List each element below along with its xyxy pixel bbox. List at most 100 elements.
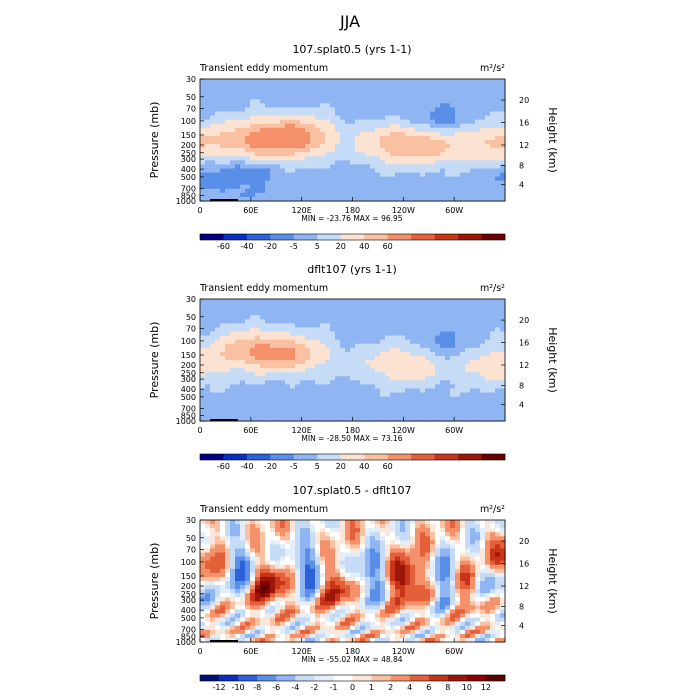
heatmap-cell: [310, 392, 316, 398]
heatmap-cell: [460, 572, 466, 578]
heatmap-cell: [250, 347, 256, 353]
heatmap-cell: [430, 400, 436, 406]
heatmap-cell: [270, 335, 276, 341]
heatmap-cell: [275, 343, 281, 349]
heatmap-cell: [500, 593, 506, 598]
heatmap-cell: [380, 188, 386, 194]
heatmap-cell: [465, 372, 471, 377]
heatmap-cell: [245, 127, 251, 133]
heatmap-cell: [400, 528, 406, 533]
heatmap-cell: [285, 172, 291, 178]
heatmap-cell: [310, 176, 316, 182]
heatmap-cell: [230, 408, 236, 414]
heatmap-cell: [400, 572, 406, 578]
heatmap-cell: [315, 540, 321, 545]
heatmap-cell: [335, 103, 341, 109]
heatmap-cell: [205, 560, 211, 566]
colorbar-swatch: [340, 454, 365, 460]
heatmap-cell: [440, 412, 446, 418]
heatmap-cell: [405, 184, 411, 190]
heatmap-cell: [375, 347, 381, 353]
heatmap-cell: [290, 127, 296, 133]
heatmap-cell: [255, 79, 261, 84]
heatmap-cell: [495, 327, 501, 333]
heatmap-cell: [285, 148, 291, 153]
heatmap-cell: [455, 376, 461, 381]
heatmap-cell: [260, 520, 266, 525]
heatmap-cell: [225, 91, 231, 96]
heatmap-cell: [265, 140, 271, 145]
heatmap-cell: [480, 87, 486, 92]
heatmap-cell: [295, 95, 301, 100]
heatmap-cell: [240, 412, 246, 418]
heatmap-cell: [240, 148, 246, 153]
heatmap-cell: [220, 184, 226, 190]
heatmap-cell: [285, 307, 291, 312]
heatmap-cell: [355, 524, 361, 529]
heatmap-cell: [275, 103, 281, 109]
heatmap-cell: [445, 560, 451, 566]
heatmap-cell: [285, 315, 291, 320]
heatmap-cell: [370, 180, 376, 186]
heatmap-cell: [500, 152, 506, 157]
heatmap-cell: [480, 589, 486, 594]
heatmap-cell: [315, 392, 321, 398]
heatmap-cell: [425, 152, 431, 157]
heatmap-cell: [365, 372, 371, 377]
heatmap-cell: [400, 103, 406, 109]
heatmap-cell: [225, 83, 231, 88]
heatmap-cell: [495, 360, 501, 365]
heatmap-cell: [305, 540, 311, 545]
heatmap-cell: [295, 156, 301, 161]
heatmap-cell: [480, 416, 486, 422]
heatmap-cell: [400, 368, 406, 373]
heatmap-cell: [475, 536, 481, 541]
heatmap-cell: [455, 408, 461, 414]
heatmap-cell: [345, 144, 351, 149]
heatmap-cell: [410, 552, 416, 558]
heatmap-cell: [290, 131, 296, 137]
colorbar-swatch: [293, 454, 318, 460]
heatmap-cell: [285, 416, 291, 422]
heatmap-cell: [410, 307, 416, 312]
heatmap-cell: [380, 83, 386, 88]
heatmap-cell: [230, 564, 236, 570]
heatmap-cell: [270, 315, 276, 320]
heatmap-cell: [230, 319, 236, 324]
heatmap-cell: [445, 144, 451, 149]
heatmap-cell: [330, 327, 336, 333]
heatmap-cell: [425, 156, 431, 161]
heatmap-cell: [425, 299, 431, 304]
heatmap-cell: [435, 188, 441, 194]
heatmap-cell: [275, 95, 281, 100]
heatmap-cell: [460, 388, 466, 394]
heatmap-cell: [480, 568, 486, 574]
heatmap-cell: [365, 524, 371, 529]
heatmap-cell: [500, 408, 506, 414]
heatmap-cell: [300, 91, 306, 96]
heatmap-cell: [320, 99, 326, 104]
heatmap-cell: [200, 148, 206, 153]
heatmap-cell: [435, 103, 441, 109]
heatmap-cell: [315, 184, 321, 190]
heatmap-cell: [450, 364, 456, 369]
heatmap-cell: [280, 556, 286, 562]
heatmap-cell: [350, 83, 356, 88]
heatmap-cell: [205, 79, 211, 84]
heatmap-cell: [250, 532, 256, 537]
heatmap-cell: [430, 184, 436, 190]
heatmap-cell: [320, 572, 326, 578]
heatmap-cell: [465, 544, 471, 550]
heatmap-cell: [255, 532, 261, 537]
heatmap-cell: [225, 99, 231, 104]
heatmap-cell: [270, 528, 276, 533]
heatmap-cell: [460, 368, 466, 373]
heatmap-cell: [430, 140, 436, 145]
heatmap-cell: [315, 176, 321, 182]
heatmap-cell: [345, 372, 351, 377]
heatmap-cell: [325, 548, 331, 554]
heatmap-cell: [290, 355, 296, 361]
heatmap-cell: [265, 581, 271, 586]
heatmap-cell: [225, 532, 231, 537]
heatmap-cell: [480, 593, 486, 598]
